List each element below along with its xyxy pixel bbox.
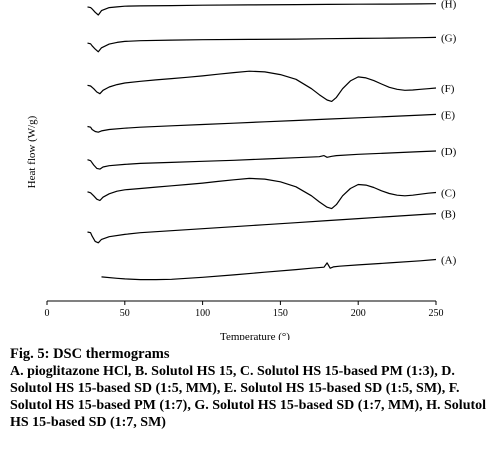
series-line-b (87, 213, 437, 244)
curve-labels: (H) (G) (F) (E) (D) (C) (B) (A) (441, 0, 457, 267)
caption-title: Fig. 5: DSC thermograms (10, 346, 170, 362)
x-tick-label: 0 (45, 308, 50, 319)
series-line-d (87, 150, 437, 170)
curve-label-e: (E) (441, 109, 455, 121)
y-axis-title: Heat flow (W/g) (26, 115, 38, 188)
curve-label-h: (H) (441, 0, 457, 11)
series-line-h (87, 3, 437, 16)
x-tick-label: 200 (351, 308, 366, 319)
curve-label-g: (G) (441, 32, 457, 44)
caption-text: A. pioglitazone HCl, B. Solutol HS 15, C… (10, 364, 487, 430)
series-line-e (87, 113, 437, 133)
x-tick-label: 250 (429, 308, 444, 319)
curve-label-a: (A) (441, 255, 457, 267)
series-line-f (87, 70, 437, 102)
series-line-c (87, 177, 437, 210)
x-tick-label: 150 (273, 308, 288, 319)
series-line-a (101, 258, 437, 281)
dsc-thermogram-chart: (H) (G) (F) (E) (D) (C) (B) (A) 0 50 100 150 200 250… (26, 0, 457, 340)
curve-label-c: (C) (441, 188, 456, 200)
curve-label-f: (F) (441, 83, 455, 95)
x-axis-title: Temperature (°) (220, 331, 290, 340)
x-tick-label: 100 (195, 308, 210, 319)
curve-label-b: (B) (441, 209, 456, 221)
chart-curves (87, 3, 437, 281)
x-axis-ticks: 0 50 100 150 200 250 (45, 301, 444, 319)
series-line-g (87, 36, 437, 53)
curve-label-d: (D) (441, 146, 457, 158)
x-tick-label: 50 (120, 308, 130, 319)
figure-caption: Fig. 5: DSC thermograms A. pioglitazone … (10, 346, 488, 431)
